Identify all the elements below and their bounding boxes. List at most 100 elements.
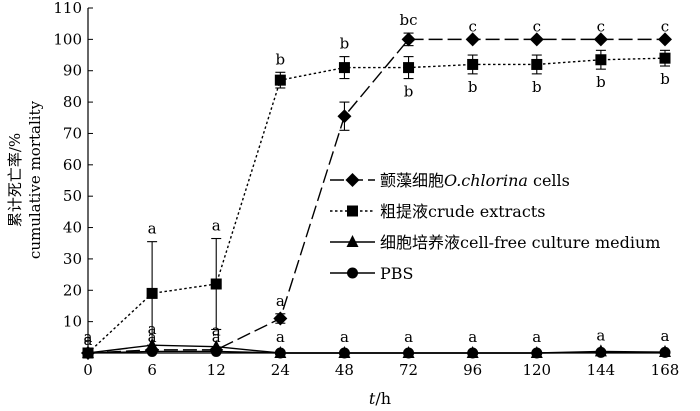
legend-marker-triangle [346, 235, 359, 247]
plot-area: 10 20 30 40 50 60 70 80 90 100 110 0 6 12 24 48 72 96 120 1… [53, 0, 679, 379]
x-tick-label: 144 [587, 361, 616, 379]
significance-letter: a [404, 328, 413, 346]
legend-label-suffix: cells [528, 171, 570, 190]
significance-letter: a [340, 328, 349, 346]
legend-label-en: PBS [380, 264, 413, 283]
significance-letter: a [148, 220, 157, 238]
significance-letter: a [212, 328, 221, 346]
data-point-square [595, 54, 607, 66]
x-tick-label: 120 [522, 361, 551, 379]
significance-letter: c [468, 17, 476, 35]
data-point-diamond [658, 32, 672, 47]
y-tick-label: 90 [63, 62, 82, 80]
y-tick-label: 50 [63, 187, 82, 205]
data-point-diamond [209, 342, 224, 357]
y-tick-label: 20 [63, 281, 82, 299]
significance-letter: a [84, 328, 93, 346]
x-tick-label: 96 [463, 361, 482, 379]
x-tick-label: 48 [335, 361, 354, 379]
data-point-square [467, 58, 479, 70]
x-tick-label: 24 [271, 361, 290, 379]
legend-label-cn: 细胞培养液 [380, 233, 460, 252]
legend-marker-circle [347, 267, 358, 279]
significance-letter: b [276, 50, 286, 68]
y-tick-label: 100 [53, 30, 82, 48]
significance-letter: a [468, 328, 477, 346]
legend-label: 颤藻细胞O.chlorina cells [380, 171, 570, 190]
data-point-square [274, 74, 286, 86]
significance-letter: a [276, 292, 285, 310]
y-tick-label: 60 [63, 156, 82, 174]
significance-letter: a [596, 326, 605, 344]
y-tick-label: 30 [63, 250, 82, 268]
data-point-triangle [338, 346, 351, 358]
legend-marker-diamond [345, 173, 360, 187]
data-point-triangle [402, 346, 415, 358]
data-point-square [659, 52, 671, 64]
y-tick-label: 70 [63, 124, 82, 142]
data-point-triangle [659, 345, 671, 358]
x-tick-label: 12 [207, 361, 226, 379]
data-point-diamond [273, 311, 288, 326]
y-axis-title-cn: 累计死亡率/% [6, 133, 24, 227]
significance-letter: a [148, 320, 157, 338]
significance-letter: b [596, 73, 606, 91]
significance-letter: b [340, 35, 350, 53]
data-point-square [210, 278, 222, 290]
legend-label-cn: 粗提液 [380, 202, 428, 221]
data-point-diamond [465, 32, 480, 47]
legend-marker-square [347, 205, 358, 217]
legend-label: 粗提液crude extracts [380, 202, 545, 221]
significance-letter: b [404, 83, 414, 101]
data-point-diamond [81, 346, 95, 360]
significance-letter: a [532, 328, 541, 346]
x-tick-label: 0 [83, 361, 93, 379]
y-tick-label: 80 [63, 93, 82, 111]
data-point-diamond [593, 32, 608, 47]
significance-letter: a [276, 328, 285, 346]
y-axis-title-en: cumulative mortality [26, 100, 44, 259]
data-point-triangle [466, 346, 479, 358]
legend-label-cn: 颤藻细胞 [380, 171, 444, 190]
data-point-diamond [337, 109, 352, 124]
x-axis-title-var: t [369, 389, 376, 408]
y-tick-label: 110 [53, 0, 82, 17]
legend-label-species: O.chlorina [444, 171, 528, 190]
data-point-diamond [145, 342, 160, 357]
data-point-diamond [529, 32, 544, 47]
legend-label-en: cell-free culture medium [460, 233, 660, 252]
series-line [87, 57, 666, 354]
series-line [87, 38, 665, 354]
significance-letter: a [84, 331, 93, 349]
significance-letter: a [212, 322, 221, 340]
y-tick-label: 40 [63, 219, 82, 237]
data-point-triangle [274, 346, 287, 358]
significance-letter: a [148, 328, 157, 346]
significance-letter: a [661, 327, 670, 345]
data-point-triangle [594, 344, 607, 357]
data-point-square [146, 287, 158, 299]
x-tick-label: 6 [147, 361, 157, 379]
x-axis-title-unit: /h [375, 389, 391, 408]
legend: 颤藻细胞O.chlorina cells 粗提液crude extracts 细胞培… [330, 171, 660, 283]
y-tick-label: 10 [63, 313, 82, 331]
significance-letter: b [532, 78, 542, 96]
data-point-square [531, 58, 543, 70]
series-line [87, 344, 666, 354]
data-point-triangle [530, 346, 543, 358]
significance-letter: a [212, 217, 221, 235]
data-point-square [403, 62, 415, 74]
x-tick-label: 168 [651, 361, 680, 379]
significance-letter: c [661, 17, 669, 35]
legend-label: PBS [380, 264, 413, 283]
significance-letter: b [660, 70, 670, 88]
x-axis-title: t/h [369, 389, 391, 408]
significance-letter: c [597, 17, 605, 35]
data-point-diamond [401, 32, 416, 47]
legend-label: 细胞培养液cell-free culture medium [380, 233, 660, 252]
significance-letter: b [468, 78, 478, 96]
legend-label-en: crude extracts [428, 202, 545, 221]
x-tick-label: 72 [399, 361, 418, 379]
significance-letter: c [533, 17, 541, 35]
